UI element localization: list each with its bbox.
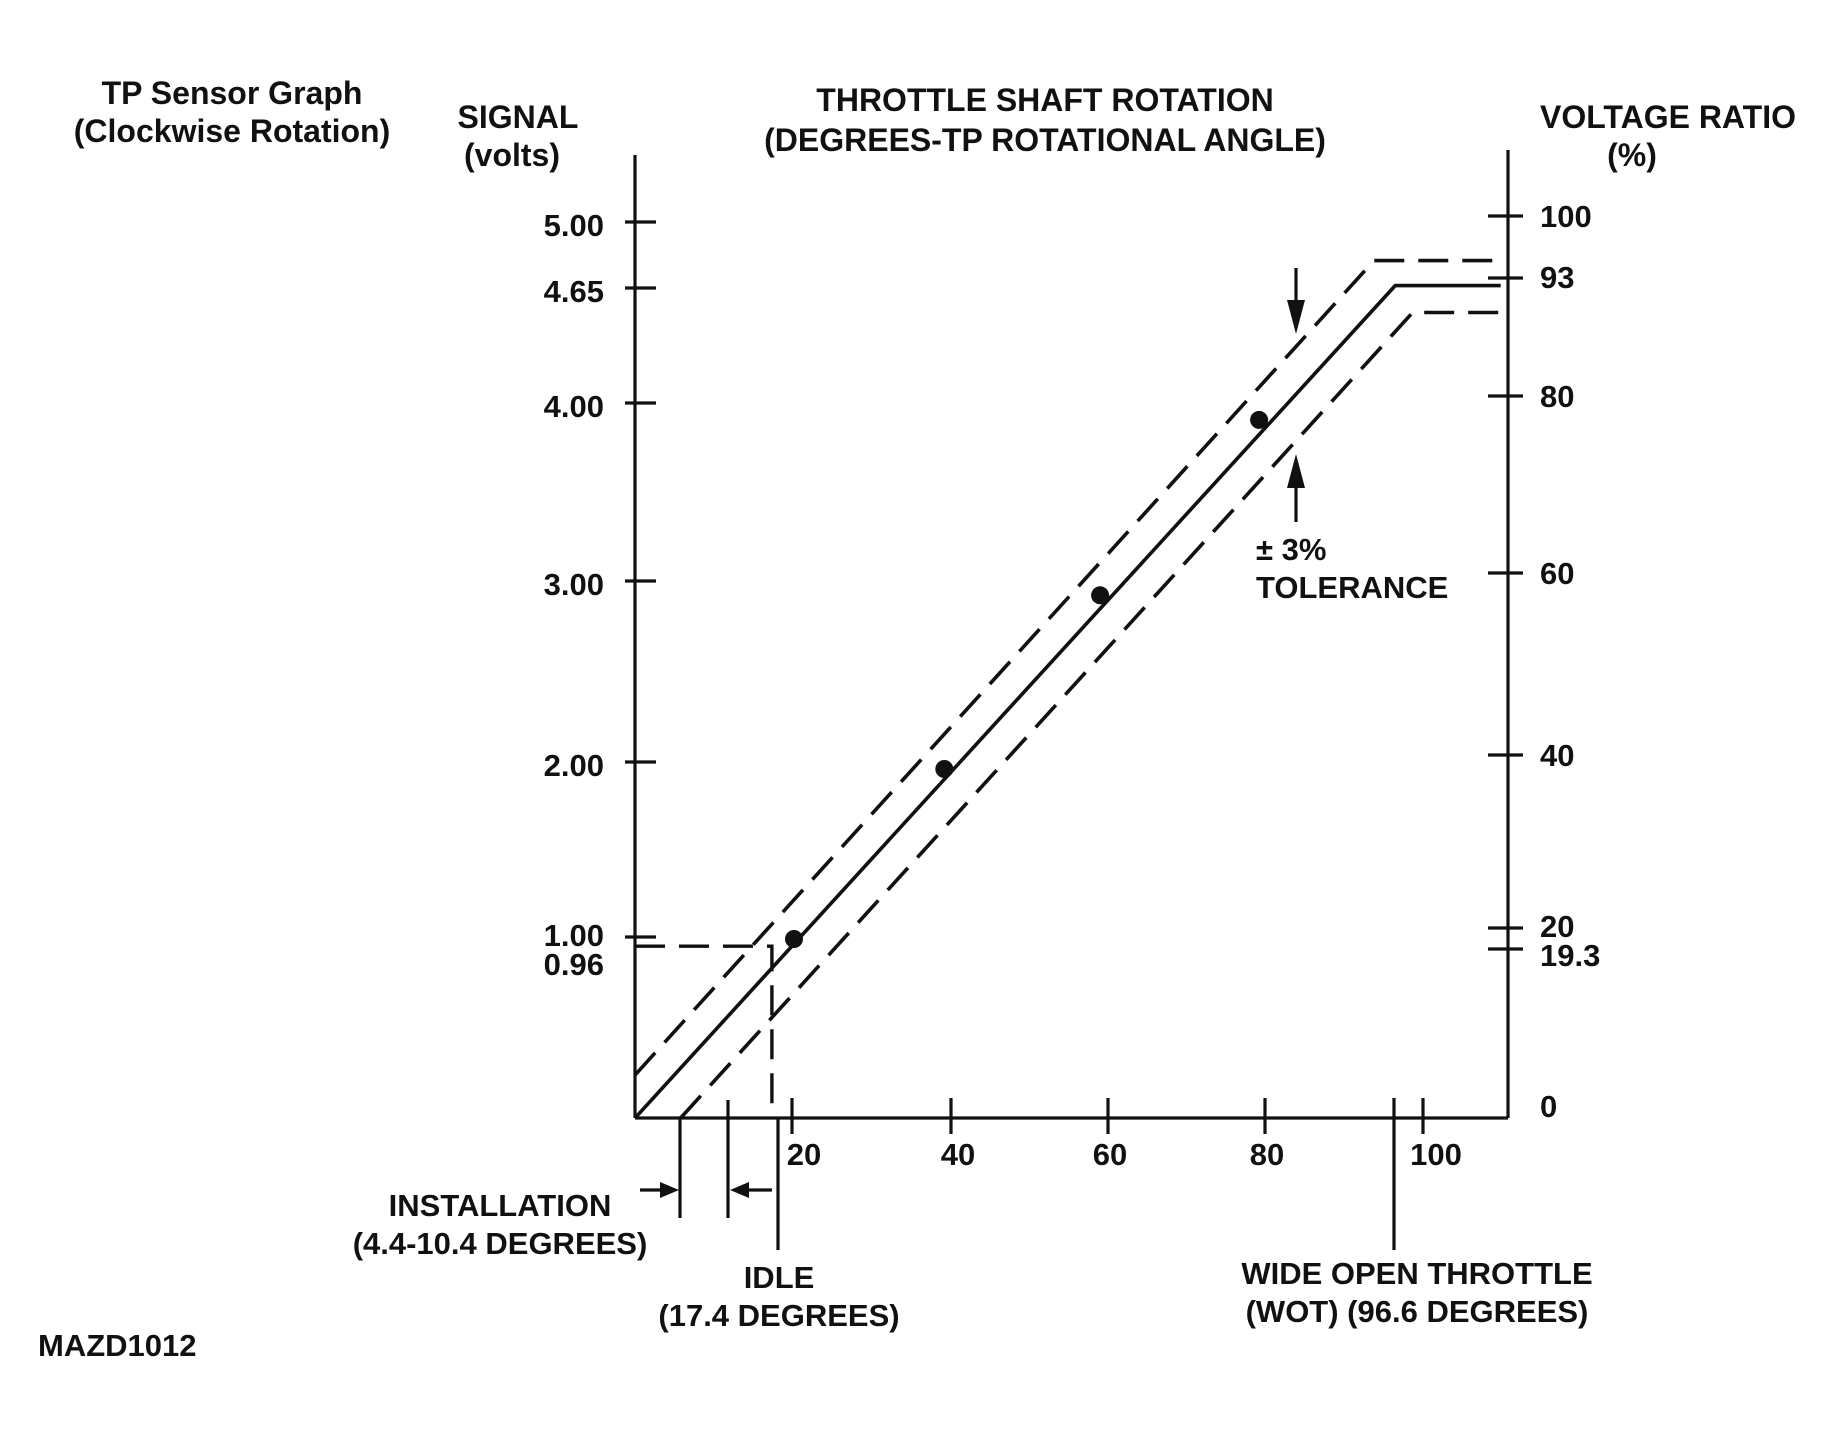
wot-value-label: (WOT) (96.6 DEGREES) <box>1246 1294 1589 1329</box>
x-tick-label: 40 <box>941 1137 975 1172</box>
right-tick-label: 0 <box>1540 1089 1557 1124</box>
tolerance-arrows <box>1287 268 1305 522</box>
left-tick-label: 5.00 <box>544 208 604 243</box>
right-tick-label: 19.3 <box>1540 938 1600 973</box>
tolerance-value: ± 3% <box>1256 532 1326 567</box>
right-axis-unit: (%) <box>1607 137 1657 173</box>
left-tick-label: 0.96 <box>544 947 604 982</box>
data-point <box>935 760 954 778</box>
left-axis-title: SIGNAL <box>458 99 579 135</box>
right-tick-label: 20 <box>1540 909 1574 944</box>
data-point <box>1091 586 1110 605</box>
left-axis-unit: (volts) <box>464 137 560 173</box>
left-tick-label: 2.00 <box>544 748 604 783</box>
right-tick-label: 60 <box>1540 556 1574 591</box>
signal-line <box>633 283 1501 1120</box>
right-axis-title: VOLTAGE RATIO <box>1540 99 1796 135</box>
right-tick-label: 40 <box>1540 738 1574 773</box>
installation-label: INSTALLATION <box>389 1188 612 1223</box>
tolerance-label: TOLERANCE <box>1256 570 1448 605</box>
left-tick-label: 4.65 <box>544 274 604 309</box>
x-tick-label: 80 <box>1250 1137 1284 1172</box>
installation-range-label: (4.4-10.4 DEGREES) <box>353 1226 648 1261</box>
tolerance-arrow-down-head <box>1287 300 1305 334</box>
tolerance-upper-line <box>633 258 1501 1077</box>
x-axis-title: THROTTLE SHAFT ROTATION <box>816 82 1273 118</box>
chart-title: TP Sensor Graph <box>102 75 363 111</box>
x-tick-label: 20 <box>787 1137 821 1172</box>
x-tick-label: 60 <box>1093 1137 1127 1172</box>
data-point <box>785 930 803 948</box>
idle-guide-line <box>635 944 774 1118</box>
right-tick-label: 100 <box>1540 199 1592 234</box>
left-tick-label: 1.00 <box>544 918 604 953</box>
wot-label: WIDE OPEN THROTTLE <box>1241 1256 1592 1291</box>
left-tick-label: 4.00 <box>544 389 604 424</box>
data-points <box>785 410 1269 948</box>
left-tick-label: 3.00 <box>544 567 604 602</box>
x-axis-subtitle: (DEGREES-TP ROTATIONAL ANGLE) <box>764 122 1326 158</box>
idle-label: IDLE <box>744 1260 815 1295</box>
chart-subtitle: (Clockwise Rotation) <box>74 113 390 149</box>
tolerance-arrow-up-head <box>1287 454 1305 488</box>
figure-code: MAZD1012 <box>38 1328 197 1363</box>
right-tick-label: 93 <box>1540 260 1574 295</box>
x-tick-label: 100 <box>1410 1137 1462 1172</box>
data-point <box>1250 410 1269 429</box>
idle-value-label: (17.4 DEGREES) <box>658 1298 899 1333</box>
installation-arrow-right-head <box>660 1182 679 1198</box>
right-tick-label: 80 <box>1540 379 1574 414</box>
installation-arrow-left-head <box>730 1182 749 1198</box>
tolerance-lower-line <box>679 310 1501 1120</box>
